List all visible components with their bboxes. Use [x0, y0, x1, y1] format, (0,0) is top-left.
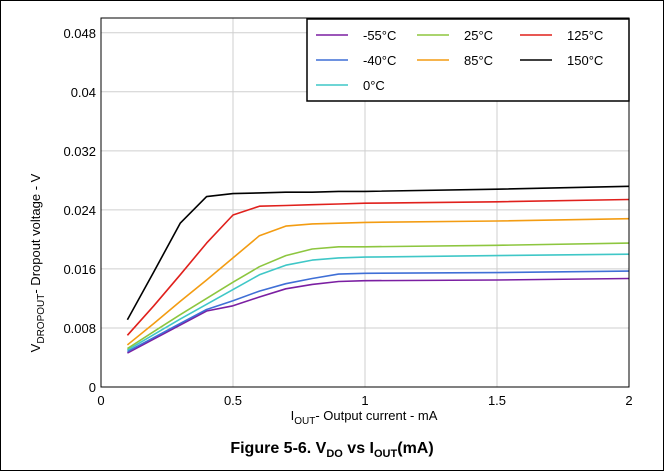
x-tick-label: 1.5 [488, 393, 506, 408]
dropout-voltage-chart: 0 0.008 0.016 0.024 0.032 0.04 0.048 0 0.5 1 1.5 2… [28, 17, 633, 427]
y-axis-label: VDROPOUT- Dropout voltage - V [28, 173, 47, 352]
caption-subscript-do: DO [326, 448, 343, 461]
figure-caption: Figure 5-6. VDO vs IOUT(mA) [0, 440, 664, 460]
caption-prefix: Figure 5-6. V [230, 440, 327, 457]
y-tick-label: 0.008 [63, 321, 96, 336]
legend-label: 150°C [567, 53, 603, 68]
x-tick-label: 1 [361, 393, 368, 408]
legend-label: 125°C [567, 28, 603, 43]
series-layer [126, 185, 630, 354]
y-tick-label: 0.048 [63, 26, 96, 41]
caption-subscript-out: OUT [374, 448, 398, 461]
x-axis-label-rest: - Output current - mA [315, 408, 437, 423]
legend-label: -55°C [363, 28, 396, 43]
x-tick-label: 0.5 [224, 393, 242, 408]
series-line-25c [126, 242, 630, 350]
legend: -55°C 25°C 125°C -40°C 85°C 150°C 0°C [306, 18, 630, 102]
series-line-0c [126, 253, 630, 351]
series-line-85c [126, 217, 630, 346]
y-axis-ticks: 0 0.008 0.016 0.024 0.032 0.04 0.048 [63, 26, 96, 395]
legend-label: 0°C [363, 78, 385, 93]
y-tick-label: 0.04 [71, 85, 96, 100]
legend-label: -40°C [363, 53, 396, 68]
caption-suffix: (mA) [397, 440, 434, 457]
x-axis-label-main: I [291, 408, 295, 423]
x-axis-label-subscript: OUT [294, 416, 315, 427]
x-axis-ticks: 0 0.5 1 1.5 2 [97, 393, 632, 408]
y-axis-label-subscript: DROPOUT [36, 294, 47, 344]
y-axis-label-rest: - Dropout voltage - V [28, 173, 43, 293]
series-line-150c [126, 185, 630, 321]
series-line--40c [127, 270, 630, 353]
y-tick-label: 0.024 [63, 203, 96, 218]
x-tick-label: 0 [97, 393, 104, 408]
y-tick-label: 0.016 [63, 262, 96, 277]
series-line--55c [127, 277, 630, 354]
legend-box [306, 18, 630, 102]
y-axis-label-main: V [28, 343, 43, 352]
x-tick-label: 2 [625, 393, 632, 408]
series-line-125c [126, 198, 630, 336]
plot-area-border [100, 17, 630, 388]
x-axis-label: IOUT- Output current - mA [291, 408, 438, 427]
y-tick-label: 0 [89, 380, 96, 395]
y-tick-label: 0.032 [63, 144, 96, 159]
legend-label: 25°C [464, 28, 493, 43]
caption-mid: vs I [342, 440, 374, 457]
legend-label: 85°C [464, 53, 493, 68]
